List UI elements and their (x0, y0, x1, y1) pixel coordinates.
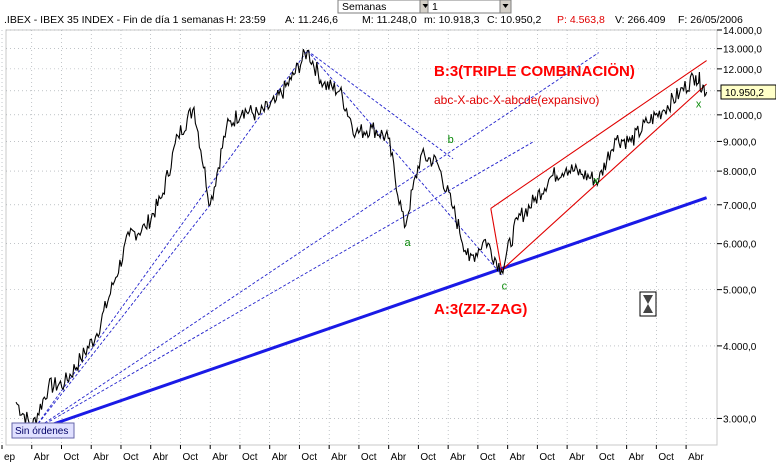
y-tick-label: 9.000,0 (723, 137, 757, 148)
x-tick-label: Oct (123, 452, 139, 463)
x-tick-label: Oct (361, 452, 377, 463)
annotations: B:3(TRIPLE COMBINACIÖN) abc-X-abc-X-abcde… (404, 63, 701, 318)
x-tick-label: ep (4, 452, 16, 463)
red-channel-lower (501, 83, 707, 271)
hourglass-icon (639, 291, 657, 317)
channel-line-dashed (307, 50, 454, 160)
x-tick-label: Oct (539, 452, 555, 463)
annotation-label: A:3(ZIZ-ZAG) (434, 301, 527, 318)
x-tick-label: Abr (688, 452, 704, 463)
x-tick-label: Abr (272, 452, 288, 463)
fan-line (31, 52, 599, 432)
header-change: P: 4.563,8 (557, 14, 605, 26)
y-tick-label: 12.000,0 (723, 65, 762, 76)
x-tick-label: Oct (301, 452, 317, 463)
y-tick-label: 3.000,0 (723, 414, 757, 425)
grid-lines (1, 29, 717, 445)
x-tick-label: Oct (63, 452, 79, 463)
annotation-label: x (593, 175, 599, 187)
x-tick-label: Abr (34, 452, 50, 463)
y-tick-label: 14.000,0 (723, 26, 762, 37)
x-tick-label: Oct (420, 452, 436, 463)
last-price-label: 10.950,2 (725, 88, 764, 99)
x-tick-label: Abr (510, 452, 526, 463)
header-open: A: 11.246,6 (285, 14, 338, 26)
annotation-label: c (502, 281, 508, 293)
y-tick-label: 13.000,0 (723, 45, 762, 56)
fan-line (31, 50, 308, 432)
trend-lines (31, 50, 708, 433)
x-tick-label: Abr (391, 452, 407, 463)
annotation-label: b (448, 134, 454, 146)
header-high: M: 11.248,0 (362, 14, 417, 26)
y-tick-label: 10.000,0 (723, 111, 762, 122)
channel-line-dashed (307, 50, 502, 276)
header-date: F: 26/05/2006 (678, 14, 743, 26)
header-low: m: 10.918,3 (424, 14, 480, 26)
x-tick-label: Oct (182, 452, 198, 463)
annotation-label: x (696, 98, 702, 110)
x-tick-label: Oct (480, 452, 496, 463)
x-tick-label: Abr (212, 452, 228, 463)
svg-text:Semanas: Semanas (342, 1, 386, 13)
x-tick-label: Abr (569, 452, 585, 463)
annotation-label: abc-X-abc-X-abcde(expansivo) (434, 93, 599, 107)
x-tick-label: Abr (331, 452, 347, 463)
header-volume: V: 266.409 (615, 14, 666, 26)
period-select[interactable]: Semanas (337, 0, 432, 14)
orders-status-text: Sin órdenes (15, 426, 68, 437)
svg-text:1: 1 (432, 1, 438, 13)
y-tick-label: 5.000,0 (723, 286, 757, 297)
plot-frame (5, 29, 718, 446)
red-channel-upper (490, 60, 707, 209)
chevron-down-icon (422, 4, 429, 8)
annotation-label: a (404, 237, 411, 249)
red-channel-left (490, 208, 503, 271)
header-close: C: 10.950,2 (487, 14, 541, 26)
x-tick-label: Abr (450, 452, 466, 463)
chevron-down-icon (502, 4, 509, 8)
x-tick-label: Abr (629, 452, 645, 463)
y-tick-label: 4.000,0 (723, 342, 757, 353)
price-line (15, 48, 708, 430)
x-tick-label: Abr (153, 452, 169, 463)
x-tick-label: Oct (599, 452, 615, 463)
x-tick-label: Oct (242, 452, 258, 463)
y-axis: 3.000,0 4.000,0 5.000,0 6.000,0 7.000,0 8.000… (717, 26, 762, 425)
x-axis: ep Abr Oct Abr Oct Abr Oct Abr Oct Abr Oct Abr Oct Ab… (1, 445, 704, 463)
fan-line (31, 141, 535, 432)
y-tick-label: 6.000,0 (723, 240, 757, 251)
fan-line (31, 204, 211, 432)
last-price-badge: 10.950,2 (720, 84, 776, 100)
y-tick-label: 7.000,0 (723, 201, 757, 212)
x-tick-label: Abr (93, 452, 109, 463)
interval-select[interactable]: 1 (427, 0, 512, 14)
y-tick-label: 8.000,0 (723, 167, 757, 178)
status-badge: Sin órdenes (11, 422, 75, 439)
price-series (15, 48, 708, 430)
support-trendline (31, 196, 708, 433)
header-hour: H: 23:59 (226, 14, 266, 26)
x-tick-label: Oct (658, 452, 674, 463)
header-symbol: .IBEX - IBEX 35 INDEX - Fin de día 1 sem… (4, 14, 224, 26)
annotation-label: B:3(TRIPLE COMBINACIÖN) (434, 63, 635, 80)
